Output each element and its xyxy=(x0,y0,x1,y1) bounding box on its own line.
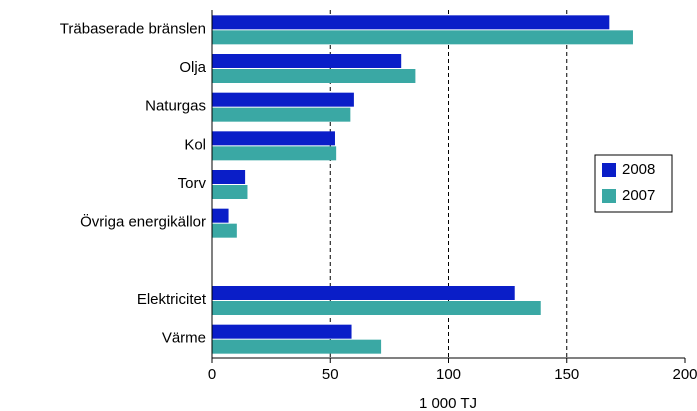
legend-label: 2007 xyxy=(622,187,655,204)
y-tick-label: Träbaserade bränslen xyxy=(60,20,206,37)
bar xyxy=(212,146,337,161)
x-tick-label: 100 xyxy=(436,366,461,383)
bar xyxy=(212,301,541,315)
x-tick-label: 0 xyxy=(208,366,216,383)
bar xyxy=(212,92,354,107)
legend-swatch xyxy=(602,163,616,177)
bar xyxy=(212,15,610,30)
y-tick-label: Kol xyxy=(184,136,206,153)
y-tick-label: Övriga energikällor xyxy=(80,213,206,231)
y-tick-label: Naturgas xyxy=(145,98,206,115)
bar xyxy=(212,170,246,184)
bar xyxy=(212,208,229,223)
y-tick-label: Torv xyxy=(178,175,207,192)
y-tick-label: Värme xyxy=(162,330,206,347)
legend-label: 2008 xyxy=(622,161,655,178)
bar xyxy=(212,339,382,354)
bar xyxy=(212,54,402,68)
x-tick-label: 200 xyxy=(672,366,697,383)
bar xyxy=(212,223,237,238)
y-tick-label: Olja xyxy=(179,59,206,76)
x-tick-label: 50 xyxy=(322,366,339,383)
y-tick-label: Elektricitet xyxy=(137,291,207,308)
legend-swatch xyxy=(602,189,616,203)
bar xyxy=(212,69,416,83)
bar xyxy=(212,286,515,300)
bar xyxy=(212,30,633,45)
bar xyxy=(212,131,335,146)
bar xyxy=(212,185,248,199)
bar xyxy=(212,324,352,339)
bar xyxy=(212,107,351,122)
x-axis-label: 1 000 TJ xyxy=(419,395,477,411)
x-tick-label: 150 xyxy=(554,366,579,383)
